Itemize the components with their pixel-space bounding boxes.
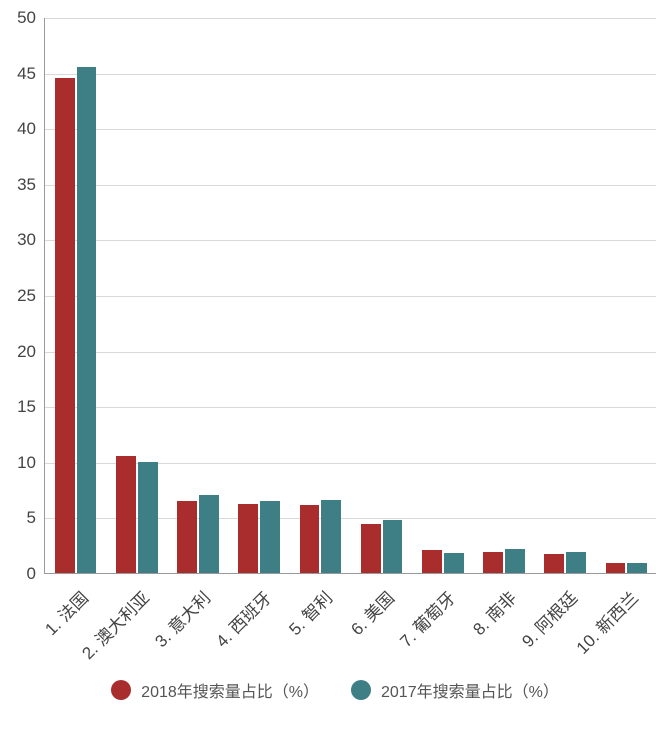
x-tick-label: 5. 智利 — [320, 584, 338, 602]
legend-item: 2017年搜索量占比（%） — [351, 678, 559, 702]
gridline — [45, 185, 656, 186]
bar — [544, 554, 564, 573]
legend-marker-icon — [351, 680, 371, 700]
gridline — [45, 518, 656, 519]
x-tick-label: 7. 葡萄牙 — [442, 584, 460, 602]
x-tick-label: 10. 新西兰 — [626, 584, 644, 602]
bar — [606, 563, 626, 573]
gridline — [45, 352, 656, 353]
gridline — [45, 463, 656, 464]
y-tick-label: 15 — [6, 397, 36, 417]
x-tick-label: 8. 南非 — [503, 584, 521, 602]
y-tick-label: 0 — [6, 564, 36, 584]
bar — [383, 520, 403, 573]
x-tick-label: 2. 澳大利亚 — [136, 584, 154, 602]
bar — [177, 501, 197, 573]
y-tick-label: 30 — [6, 230, 36, 250]
gridline — [45, 296, 656, 297]
chart-legend: 2018年搜索量占比（%） 2017年搜索量占比（%） — [0, 678, 670, 702]
bar — [321, 500, 341, 573]
bar — [116, 456, 136, 573]
bar — [361, 524, 381, 573]
bar — [260, 501, 280, 573]
bar — [627, 563, 647, 573]
y-tick-label: 10 — [6, 453, 36, 473]
bar — [483, 552, 503, 573]
y-tick-label: 5 — [6, 508, 36, 528]
bar — [300, 505, 320, 573]
y-tick-label: 20 — [6, 342, 36, 362]
y-tick-label: 50 — [6, 8, 36, 28]
y-tick-label: 40 — [6, 119, 36, 139]
x-tick-label: 4. 西班牙 — [258, 584, 276, 602]
gridline — [45, 74, 656, 75]
legend-marker-icon — [111, 680, 131, 700]
legend-label: 2017年搜索量占比（%） — [381, 678, 559, 702]
x-tick-label: 9. 阿根廷 — [564, 584, 582, 602]
bar — [444, 553, 464, 573]
bar — [505, 549, 525, 573]
y-tick-label: 25 — [6, 286, 36, 306]
bar — [566, 552, 586, 573]
x-tick-label: 3. 意大利 — [197, 584, 215, 602]
gridline — [45, 407, 656, 408]
bar — [199, 495, 219, 573]
search-share-bar-chart: 2018年搜索量占比（%） 2017年搜索量占比（%） 0 5 10 15 20 25 30 3… — [0, 0, 670, 729]
y-tick-label: 45 — [6, 64, 36, 84]
gridline — [45, 240, 656, 241]
legend-item: 2018年搜索量占比（%） — [111, 678, 319, 702]
bar — [138, 462, 158, 573]
bar — [422, 550, 442, 573]
gridline — [45, 18, 656, 19]
bar — [77, 67, 97, 573]
legend-label: 2018年搜索量占比（%） — [141, 678, 319, 702]
plot-area — [44, 18, 656, 574]
y-tick-label: 35 — [6, 175, 36, 195]
x-tick-label: 1. 法国 — [75, 584, 93, 602]
bar — [55, 78, 75, 573]
gridline — [45, 129, 656, 130]
bar — [238, 504, 258, 573]
x-tick-label: 6. 美国 — [381, 584, 399, 602]
